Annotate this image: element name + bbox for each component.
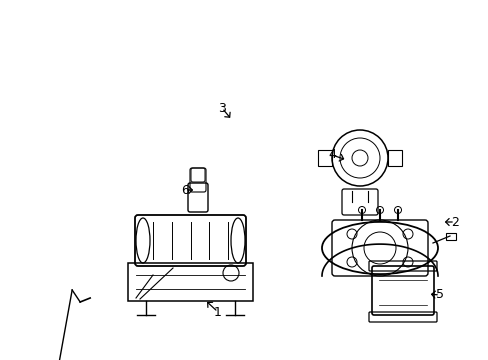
Text: 6: 6 bbox=[181, 184, 188, 197]
Text: 1: 1 bbox=[214, 306, 222, 319]
Bar bbox=[445, 233, 455, 240]
Bar bbox=[128, 263, 252, 301]
Text: 5: 5 bbox=[435, 288, 443, 302]
Text: 2: 2 bbox=[450, 216, 458, 229]
Bar bbox=[317, 150, 331, 166]
Bar bbox=[387, 150, 401, 166]
Text: 4: 4 bbox=[327, 148, 335, 162]
Text: 3: 3 bbox=[218, 102, 225, 114]
